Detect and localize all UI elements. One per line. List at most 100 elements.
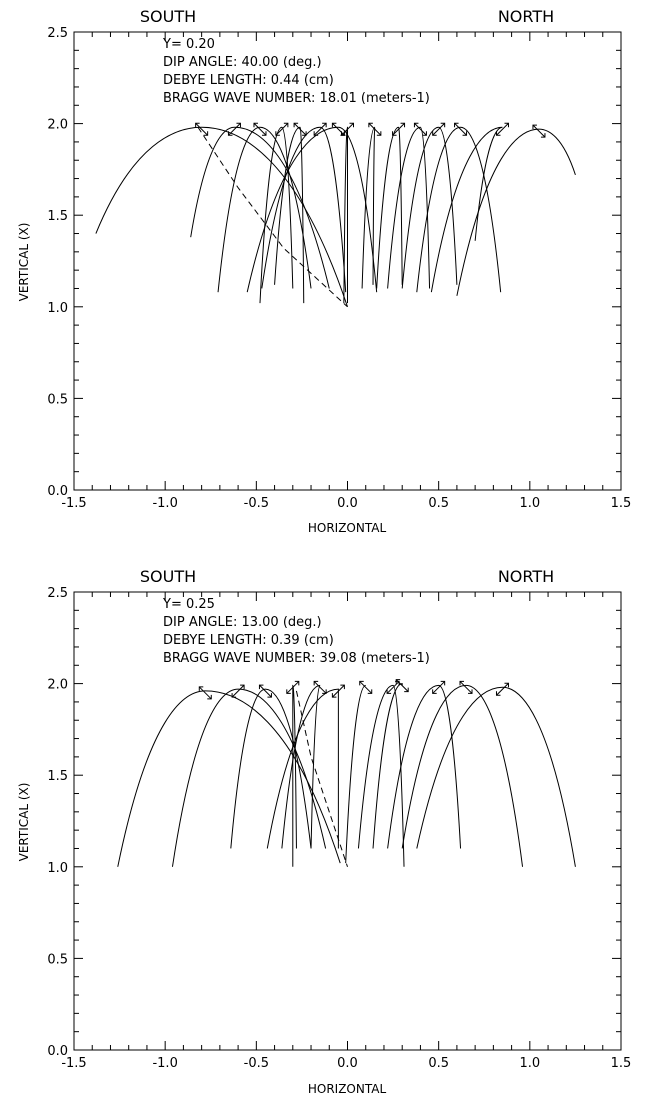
annotation-bragg-wave-number: BRAGG WAVE NUMBER: 18.01 (meters-1)	[163, 91, 430, 106]
south-label: SOUTH	[140, 7, 196, 26]
wave-vector-arrow	[286, 681, 300, 694]
arrow-head	[331, 122, 337, 128]
ray-path	[416, 126, 502, 293]
ray-path	[259, 126, 294, 304]
wave-vector-arrow	[432, 122, 446, 136]
wave-vector-arrow	[228, 122, 241, 136]
annotation-bragg-wave-number: BRAGG WAVE NUMBER: 39.08 (meters-1)	[163, 651, 430, 666]
x-axis-label: HORIZONTAL	[308, 521, 387, 535]
arrow-head	[368, 122, 373, 128]
arrow-head	[322, 122, 327, 128]
ray-path	[266, 688, 339, 849]
plot-area	[95, 122, 576, 308]
ray-path	[387, 684, 462, 849]
wave-vector-arrow	[532, 124, 546, 138]
y-tick-label: 0.5	[47, 392, 68, 407]
y-tick-label: 2.5	[47, 586, 68, 601]
y-tick-label: 1.5	[47, 209, 68, 224]
x-tick-label: -1.0	[152, 496, 177, 511]
wave-vector-arrow	[392, 122, 405, 136]
y-tick-label: 1.0	[47, 861, 68, 876]
arrow-head	[240, 684, 245, 690]
ray-path	[117, 690, 341, 867]
arrow-head	[504, 122, 509, 128]
x-tick-label: 1.0	[519, 496, 540, 511]
arrow-head	[258, 684, 264, 690]
arrow-head	[367, 689, 373, 694]
arrow-head	[422, 131, 427, 136]
annotation-y: Y= 0.25	[162, 597, 215, 612]
x-tick-label: 1.5	[611, 496, 632, 511]
ray-path	[456, 128, 576, 296]
arrow-head	[207, 694, 212, 700]
wave-vector-arrow	[454, 122, 467, 136]
ray-path	[292, 684, 297, 867]
arrow-head	[340, 684, 345, 690]
y-axis-label: VERTICAL (X)	[17, 783, 31, 862]
wave-vector-arrow	[496, 682, 509, 696]
ray-path	[376, 126, 403, 289]
wave-vector-arrow	[368, 122, 382, 136]
arrow-head	[504, 682, 509, 688]
annotation-debye-length: DEBYE LENGTH: 0.44 (cm)	[163, 73, 334, 88]
wave-vector-arrow	[341, 122, 354, 136]
north-label: NORTH	[498, 7, 554, 26]
arrow-head	[440, 122, 446, 128]
wave-vector-arrow	[313, 681, 327, 694]
arrow-head	[236, 122, 241, 128]
arrow-head	[459, 680, 465, 686]
arrow-head	[261, 131, 267, 136]
ray-path	[281, 684, 321, 849]
wave-vector-arrow	[275, 122, 289, 136]
arrow-head	[376, 131, 382, 136]
x-tick-label: 1.5	[611, 1056, 632, 1071]
arrow-head	[359, 680, 364, 686]
wave-vector-arrow	[432, 681, 446, 694]
ray-path	[372, 683, 403, 849]
arrow-head	[293, 122, 299, 128]
ray-path	[230, 688, 312, 849]
ray-path	[246, 126, 378, 293]
arrow-head	[386, 689, 392, 694]
arrow-head	[349, 122, 354, 128]
y-tick-label: 1.0	[47, 301, 68, 316]
dashed-reference-line	[197, 126, 348, 308]
wave-vector-arrow	[313, 122, 327, 136]
x-tick-label: 0.0	[337, 1056, 358, 1071]
y-tick-label: 0.5	[47, 952, 68, 967]
arrow-head	[432, 131, 437, 136]
arrow-head	[404, 687, 409, 693]
axis-ticks: -1.5 -1.0 -0.5 0.0 0.5 1.0 1.5 0.0 0.5 1.0 1.5 2.0 2…	[47, 586, 631, 1071]
ray-path	[261, 126, 347, 293]
ray-path	[343, 126, 349, 304]
chart-panel-2: SOUTH NORTH Y= 0.25 DIP ANGLE: 13.00 (de…	[17, 567, 631, 1096]
arrow-head	[267, 693, 272, 698]
arrow-head	[283, 122, 289, 128]
x-tick-label: 0.5	[428, 496, 449, 511]
south-label: SOUTH	[140, 567, 196, 586]
wave-vector-arrow	[459, 681, 473, 694]
arrow-head	[198, 686, 204, 691]
ray-path	[387, 126, 431, 289]
ray-path	[430, 126, 503, 293]
arrow-head	[313, 680, 319, 686]
arrow-head	[462, 131, 468, 136]
y-tick-label: 0.0	[47, 484, 68, 499]
arrow-head	[395, 679, 401, 684]
arrow-head	[440, 680, 446, 686]
wave-vector-arrow	[259, 684, 272, 698]
ray-path	[345, 684, 367, 864]
wave-vector-arrow	[359, 681, 373, 694]
arrow-head	[203, 131, 209, 136]
arrow-head	[231, 693, 237, 698]
ray-path	[274, 126, 305, 304]
y-tick-label: 1.5	[47, 769, 68, 784]
ray-path	[361, 126, 376, 289]
arrow-head	[413, 122, 419, 128]
wave-vector-arrow	[231, 684, 245, 698]
arrow-head	[432, 689, 437, 694]
x-tick-label: -1.0	[152, 1056, 177, 1071]
x-tick-label: 0.5	[428, 1056, 449, 1071]
arrow-head	[294, 680, 300, 686]
axis-ticks: -1.5 -1.0 -0.5 0.0 0.5 1.0 1.5 0.0 0.5 1.0 1.5 2.0 2…	[47, 26, 631, 511]
